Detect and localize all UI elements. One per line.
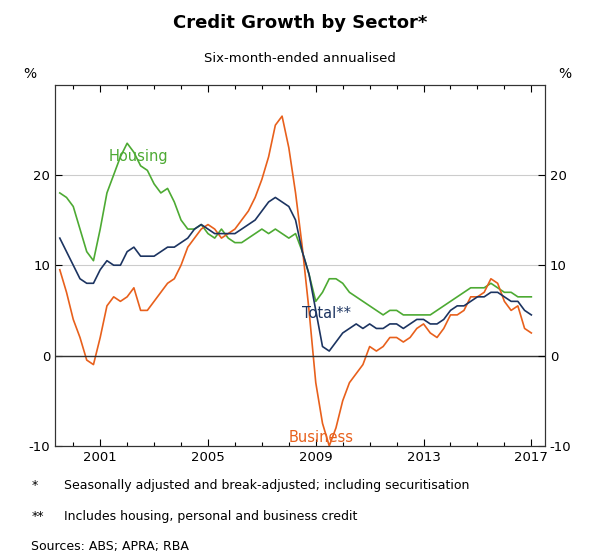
- Text: %: %: [559, 67, 572, 81]
- Text: Seasonally adjusted and break-adjusted; including securitisation: Seasonally adjusted and break-adjusted; …: [64, 479, 470, 492]
- Text: %: %: [23, 67, 37, 81]
- Text: Six-month-ended annualised: Six-month-ended annualised: [204, 52, 396, 65]
- Text: Business: Business: [289, 430, 354, 445]
- Text: Includes housing, personal and business credit: Includes housing, personal and business …: [64, 510, 358, 523]
- Text: Housing: Housing: [108, 149, 168, 164]
- Text: Total**: Total**: [302, 306, 351, 321]
- Text: **: **: [31, 510, 44, 523]
- Text: *: *: [31, 479, 37, 492]
- Text: Sources: ABS; APRA; RBA: Sources: ABS; APRA; RBA: [31, 540, 189, 553]
- Text: Credit Growth by Sector*: Credit Growth by Sector*: [173, 14, 427, 32]
